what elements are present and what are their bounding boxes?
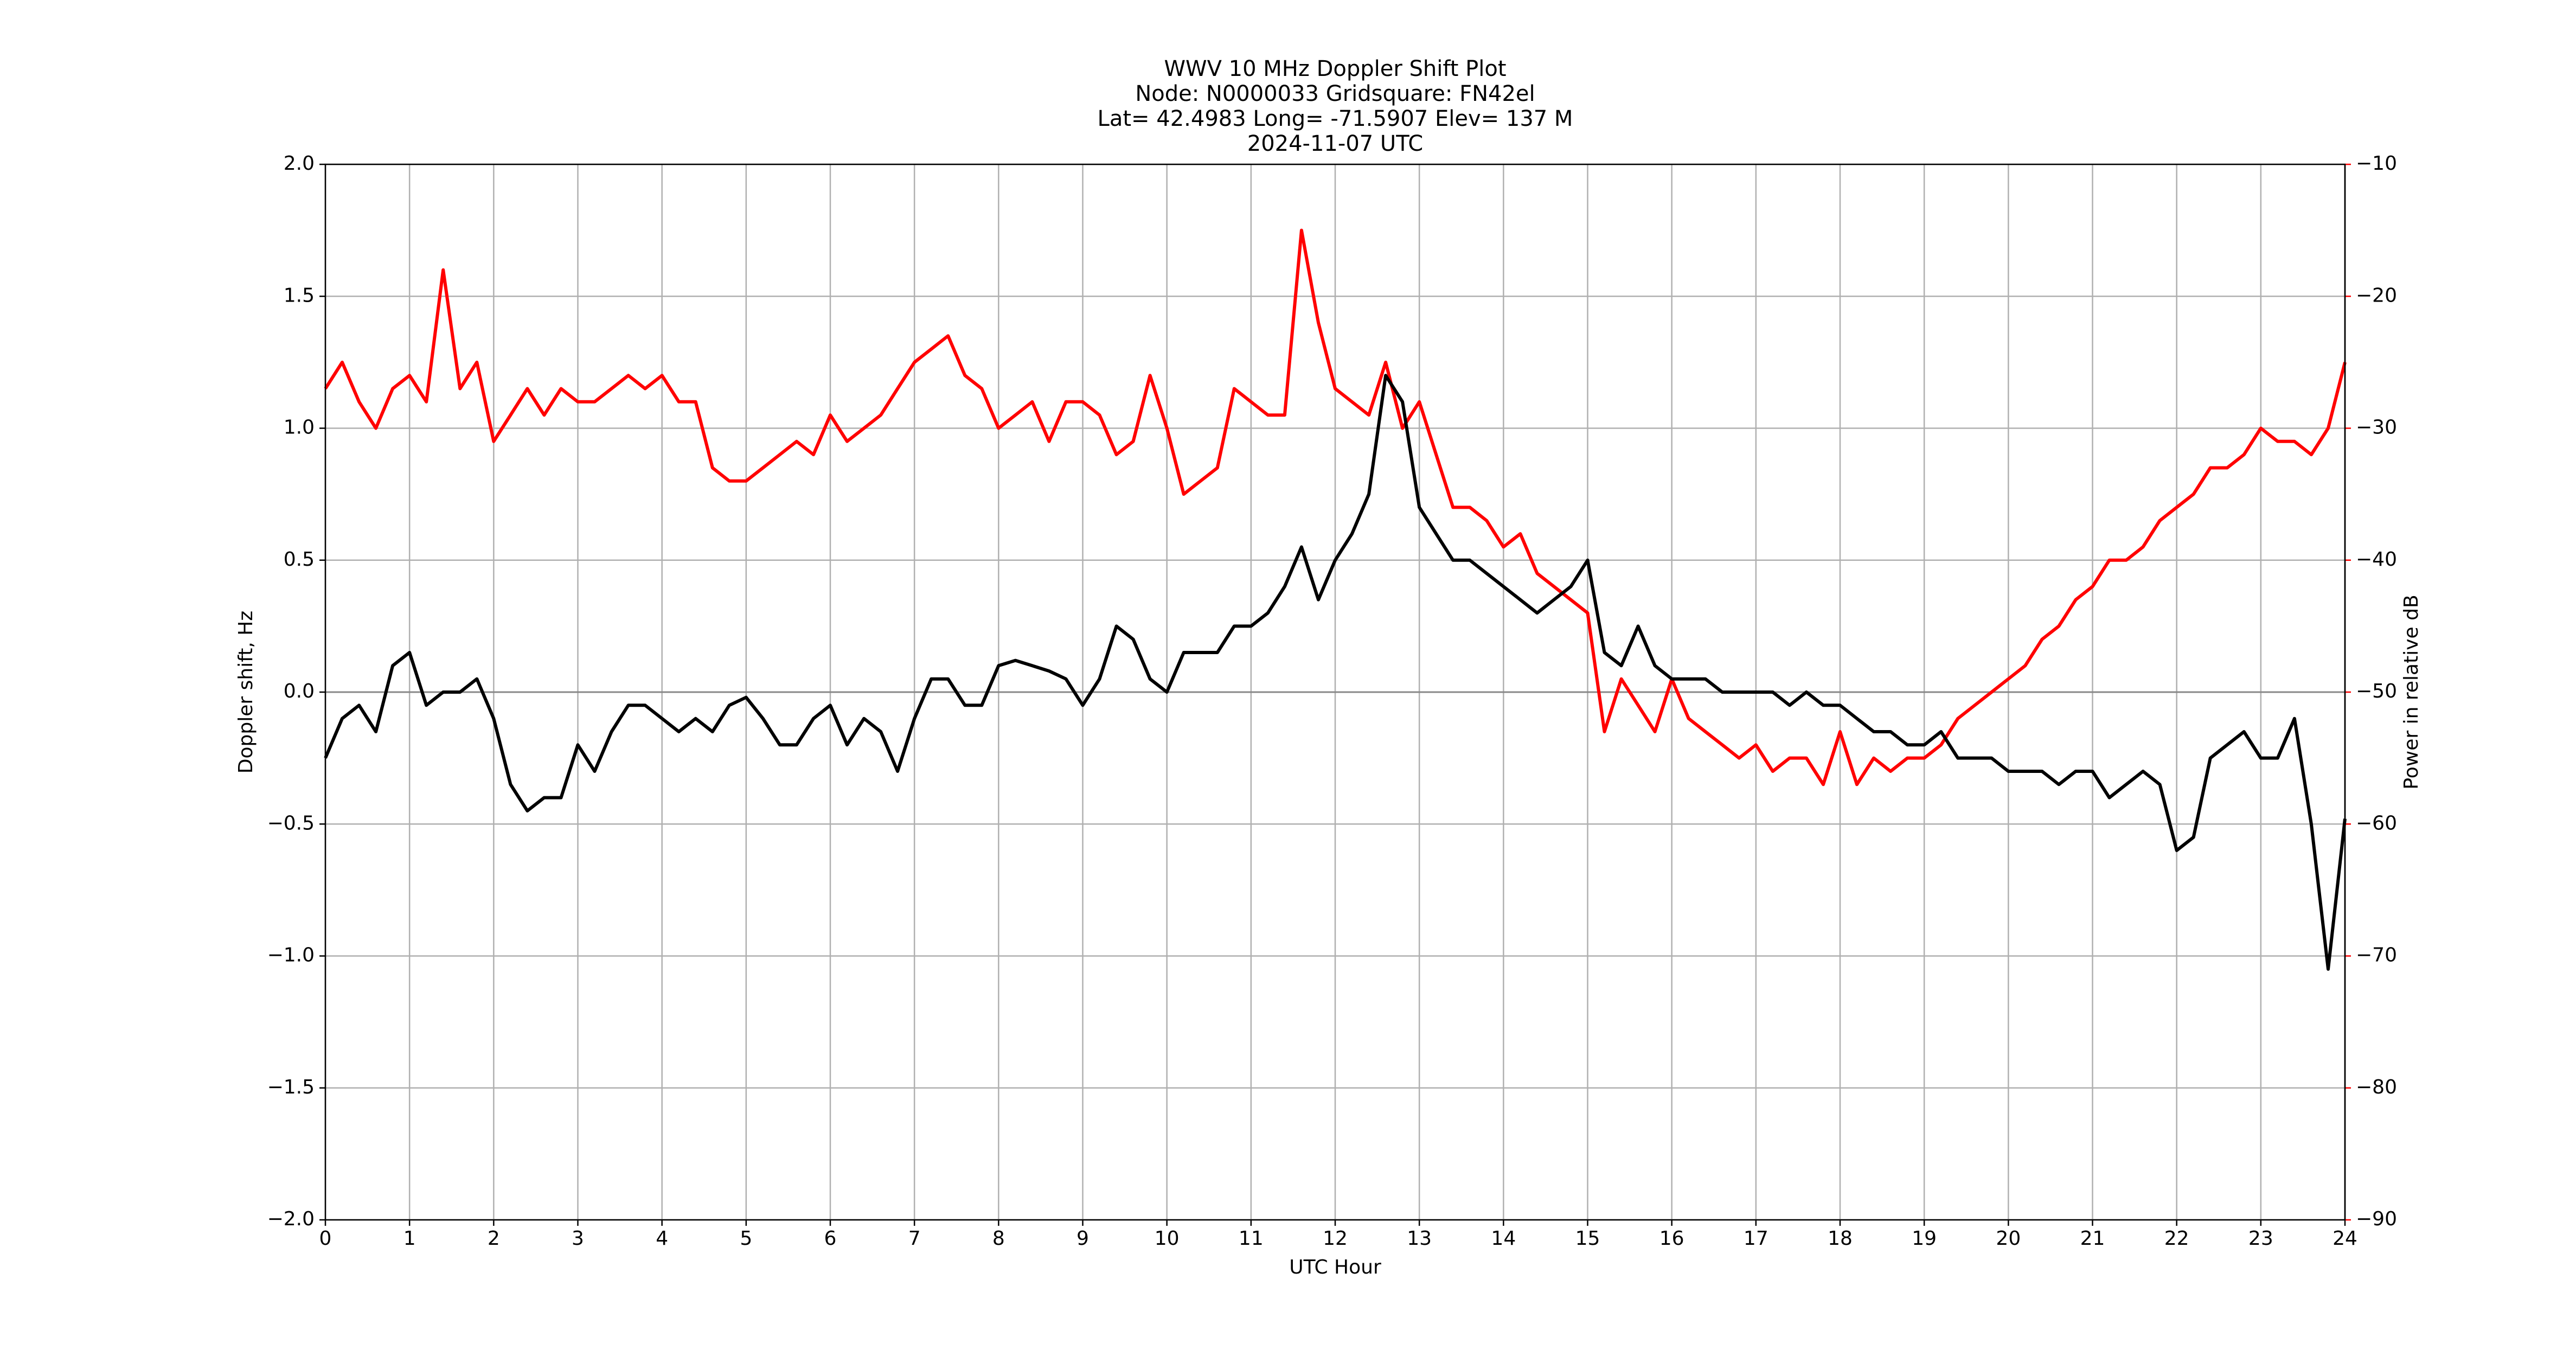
chart-title: Lat= 42.4983 Long= -71.5907 Elev= 137 M <box>1098 106 1573 131</box>
y-tick-label: 0.5 <box>284 548 315 571</box>
y-axis-label: Doppler shift, Hz <box>235 611 257 773</box>
y2-tick-label: −30 <box>2356 417 2397 439</box>
x-tick-label: 11 <box>1239 1227 1264 1250</box>
x-tick-label: 19 <box>1912 1227 1937 1250</box>
y2-tick-label: −50 <box>2356 680 2397 702</box>
x-tick-label: 6 <box>824 1227 837 1250</box>
data-line <box>324 228 2347 786</box>
y2-tick-label: −10 <box>2356 152 2397 175</box>
x-tick-label: 2 <box>488 1227 500 1250</box>
y-tick-label: 1.0 <box>284 417 315 439</box>
x-tick-label: 22 <box>2164 1227 2189 1250</box>
x-tick-label: 10 <box>1155 1227 1180 1250</box>
y-tick-label: 2.0 <box>284 152 315 175</box>
x-tick-label: 4 <box>656 1227 668 1250</box>
y-tick-label: 1.5 <box>284 284 315 306</box>
y-tick-label: −0.5 <box>267 812 315 834</box>
x-tick-label: 13 <box>1407 1227 1432 1250</box>
x-tick-label: 9 <box>1076 1227 1089 1250</box>
x-tick-label: 17 <box>1744 1227 1768 1250</box>
x-axis-label: UTC Hour <box>1289 1256 1381 1278</box>
y2-axis-label: Power in relative dB <box>2400 594 2423 789</box>
y-tick-label: −1.0 <box>267 944 315 967</box>
x-tick-label: 16 <box>1659 1227 1684 1250</box>
x-tick-label: 21 <box>2080 1227 2105 1250</box>
y2-tick-label: −90 <box>2356 1208 2397 1230</box>
x-tick-label: 1 <box>403 1227 416 1250</box>
y2-tick-label: −70 <box>2356 944 2397 967</box>
x-tick-label: 8 <box>992 1227 1005 1250</box>
chart-title: Node: N0000033 Gridsquare: FN42el <box>1135 81 1535 106</box>
chart-title: WWV 10 MHz Doppler Shift Plot <box>1164 56 1506 81</box>
data-line <box>324 374 2347 971</box>
x-tick-label: 7 <box>908 1227 921 1250</box>
y2-tick-label: −80 <box>2356 1076 2397 1098</box>
x-tick-label: 20 <box>1996 1227 2021 1250</box>
y2-tick-label: −20 <box>2356 284 2397 306</box>
chart-title: 2024-11-07 UTC <box>1247 131 1423 156</box>
x-tick-label: 0 <box>319 1227 332 1250</box>
x-tick-label: 14 <box>1491 1227 1516 1250</box>
y2-tick-label: −60 <box>2356 812 2397 834</box>
y-tick-label: −2.0 <box>267 1208 315 1230</box>
x-tick-label: 5 <box>740 1227 752 1250</box>
x-tick-label: 12 <box>1323 1227 1348 1250</box>
x-tick-label: 18 <box>1828 1227 1853 1250</box>
y2-tick-label: −40 <box>2356 548 2397 571</box>
x-tick-label: 24 <box>2333 1227 2357 1250</box>
x-tick-label: 23 <box>2248 1227 2273 1250</box>
x-tick-label: 15 <box>1575 1227 1600 1250</box>
y-tick-label: 0.0 <box>284 680 315 702</box>
y-tick-label: −1.5 <box>267 1076 315 1098</box>
x-tick-label: 3 <box>572 1227 584 1250</box>
